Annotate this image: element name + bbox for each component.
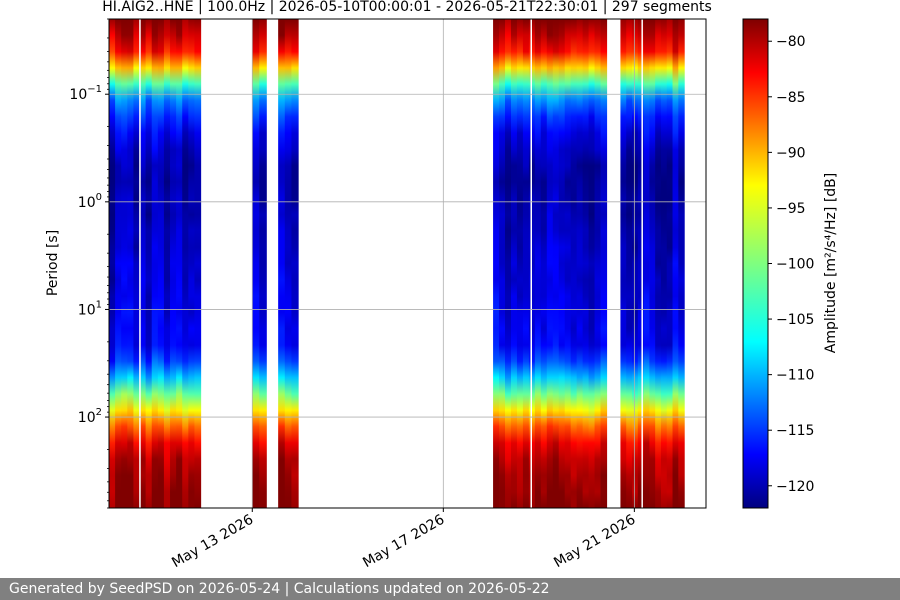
heatmap-column xyxy=(291,19,299,508)
heatmap-column xyxy=(109,19,116,508)
heatmap-column xyxy=(594,19,602,508)
heatmap-column xyxy=(176,19,183,508)
heatmap-column xyxy=(666,19,674,508)
heatmap-column xyxy=(522,19,530,508)
chart-title: HI.AIG2..HNE | 100.0Hz | 2026-05-10T00:0… xyxy=(102,0,712,15)
heatmap-column xyxy=(649,19,656,508)
x-tick-label: May 13 2026 xyxy=(169,512,256,572)
heatmap-column xyxy=(558,19,566,508)
heatmap-column xyxy=(499,19,506,508)
heatmap-column xyxy=(534,19,542,508)
heatmap-column xyxy=(157,19,165,508)
colorbar-tick-label: −85 xyxy=(776,90,806,106)
heatmap-column xyxy=(284,19,293,508)
y-tick-label: 101 xyxy=(78,299,102,318)
grid-lines xyxy=(109,19,706,508)
heatmap-column xyxy=(127,19,135,508)
segment-gap xyxy=(530,19,532,508)
colorbar-axis: −80 −85 −90 −95 −100 −105 −110 −115 −120 xyxy=(768,34,814,495)
x-tick-label: May 17 2026 xyxy=(360,512,447,572)
colorbar-tick-label: −80 xyxy=(776,34,806,50)
footer-bar: Generated by SeedPSD on 2026-05-24 | Cal… xyxy=(0,578,900,600)
segment-gap xyxy=(641,19,643,508)
y-tick-label: 102 xyxy=(78,407,102,426)
heatmap-column xyxy=(582,19,590,508)
heatmap-column xyxy=(170,19,177,508)
x-tick-label: May 21 2026 xyxy=(551,512,638,572)
footer-text: Generated by SeedPSD on 2026-05-24 | Cal… xyxy=(9,581,550,597)
heatmap-column xyxy=(259,19,267,508)
heatmap-column xyxy=(493,19,500,508)
heatmap-column xyxy=(672,19,679,508)
spectrogram-chart: HI.AIG2..HNE | 100.0Hz | 2026-05-10T00:0… xyxy=(45,0,839,571)
heatmap-column xyxy=(163,19,171,508)
heatmap-column xyxy=(252,19,260,508)
heatmap-column xyxy=(660,19,668,508)
heatmap-column xyxy=(637,19,645,508)
heatmap-column xyxy=(540,19,548,508)
heatmap-column xyxy=(564,19,572,508)
heatmap-column xyxy=(188,19,196,508)
heatmap-column xyxy=(632,19,639,508)
colorbar-tick-label: −95 xyxy=(776,201,806,217)
colorbar-tick-label: −90 xyxy=(776,145,806,161)
heatmap-column xyxy=(588,19,596,508)
heatmap-column xyxy=(145,19,153,508)
heatmap-column xyxy=(182,19,189,508)
colorbar-tick-label: −110 xyxy=(776,368,814,384)
heatmap-column xyxy=(278,19,286,508)
plot-frame xyxy=(108,18,707,509)
heatmap-column xyxy=(626,19,633,508)
heatmap-column xyxy=(516,19,524,508)
heatmap-column xyxy=(600,19,608,508)
colorbar-tick-label: −115 xyxy=(776,423,814,439)
heatmap-column xyxy=(643,19,650,508)
heatmap-column xyxy=(115,19,122,508)
heatmap-column xyxy=(139,19,147,508)
heatmap-column xyxy=(620,19,627,508)
y-tick-label: 10−1 xyxy=(69,84,102,103)
heatmap-column xyxy=(133,19,141,508)
heatmap-column xyxy=(510,19,518,508)
heatmap-column xyxy=(121,19,128,508)
heatmap-column xyxy=(528,19,536,508)
heatmap-column xyxy=(655,19,662,508)
segment-gap xyxy=(139,19,141,508)
colorbar xyxy=(742,18,769,509)
heatmap-column xyxy=(151,19,159,508)
colorbar-tick-label: −120 xyxy=(776,479,814,495)
x-axis: May 13 2026 May 17 2026 May 21 2026 xyxy=(169,508,638,571)
colorbar-tick-label: −100 xyxy=(776,257,814,273)
y-axis: 10−1 100 101 102 xyxy=(69,18,109,509)
heatmap-column xyxy=(552,19,560,508)
heatmap-column xyxy=(570,19,578,508)
colorbar-label: Amplitude [m²/s⁴/Hz] [dB] xyxy=(823,173,839,353)
y-axis-label: Period [s] xyxy=(45,230,61,296)
heatmap-column xyxy=(194,19,202,508)
heatmap-column xyxy=(546,19,554,508)
colorbar-tick-label: −105 xyxy=(776,312,814,328)
heatmap-cells xyxy=(109,19,685,508)
heatmap-column xyxy=(505,19,512,508)
heatmap-column xyxy=(576,19,584,508)
heatmap-column xyxy=(678,19,685,508)
y-tick-label: 100 xyxy=(78,192,102,211)
